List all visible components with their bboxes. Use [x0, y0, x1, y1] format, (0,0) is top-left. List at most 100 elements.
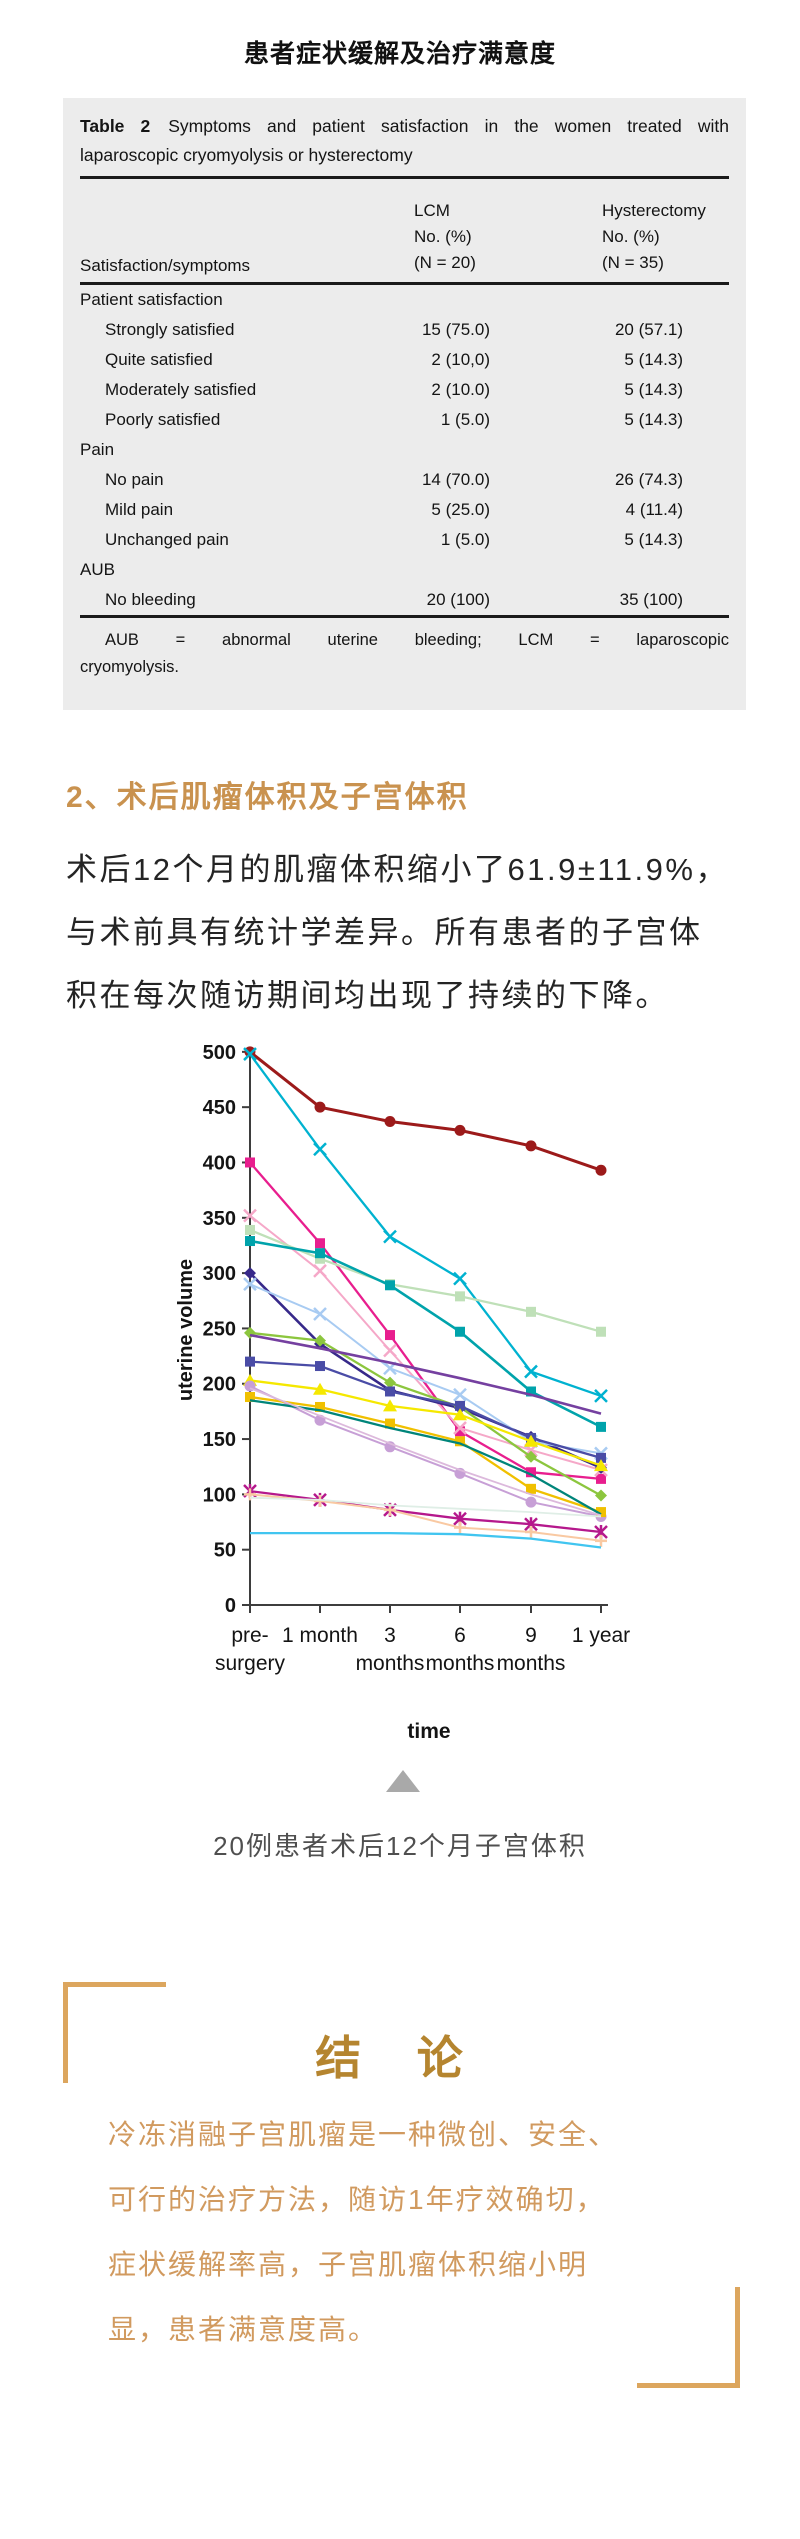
- data-point: [596, 1421, 606, 1432]
- row-hysterectomy-value: 35 (100): [619, 590, 683, 609]
- data-point: [243, 1277, 257, 1292]
- data-point: [383, 1229, 397, 1244]
- data-point: [313, 1264, 327, 1278]
- footnote-line1: AUB = abnormal uterine bleeding; LCM = l…: [105, 631, 729, 649]
- series-line-patient-9: [249, 1331, 602, 1497]
- y-tick-label: 450: [203, 1097, 236, 1119]
- y-tick-label: 0: [225, 1595, 236, 1617]
- uterine-volume-chart: 0 50 100 150 200 250 300 350 400 450 500 pre-surger…: [0, 1030, 800, 1880]
- hyst-header-line3: (N = 35): [602, 253, 664, 272]
- conclusion-bracket-bottomright: [637, 2383, 740, 2388]
- table-row: No pain 14 (70.0) 26 (74.3): [80, 465, 729, 495]
- data-point: [315, 1253, 325, 1264]
- table-header-rowlabel: Satisfaction/symptoms: [80, 256, 251, 275]
- table-body: Patient satisfaction Strongly satisfied 15…: [80, 285, 729, 615]
- data-point: [595, 1489, 607, 1502]
- table-footnote: AUB = abnormal uterine bleeding; LCM = l…: [80, 627, 729, 681]
- data-point: [315, 1248, 325, 1259]
- data-point: [245, 1236, 255, 1247]
- data-point: [313, 1382, 327, 1395]
- data-point: [384, 1376, 396, 1389]
- table-row: Quite satisfied 2 (10,0) 5 (14.3): [80, 345, 729, 375]
- x-tick-label: 1 month: [282, 1624, 358, 1647]
- data-point: [526, 1467, 536, 1478]
- data-point: [245, 1157, 255, 1168]
- data-point: [455, 1426, 465, 1437]
- series-line-patient-14: [249, 1395, 602, 1514]
- data-point: [453, 1408, 467, 1421]
- table-row: No bleeding 20 (100) 35 (100): [80, 585, 729, 615]
- x-axis-title: time: [407, 1720, 450, 1743]
- data-point: [526, 1386, 536, 1397]
- row-hysterectomy-value: [490, 555, 683, 585]
- row-hysterectomy-value: 20 (57.1): [614, 320, 683, 339]
- data-point: [526, 1483, 536, 1494]
- lcm-header-line3: (N = 20): [414, 253, 476, 272]
- table-row: Pain: [80, 435, 729, 465]
- data-point: [596, 1473, 606, 1484]
- data-point: [453, 1271, 467, 1286]
- hyst-header-line1: Hysterectomy: [602, 201, 706, 220]
- data-point: [314, 1334, 326, 1347]
- figure-caption: 20例患者术后12个月子宫体积: [213, 1831, 587, 1861]
- y-tick-label: 250: [203, 1318, 236, 1340]
- data-point: [385, 1280, 395, 1291]
- y-tick-label: 400: [203, 1152, 236, 1174]
- data-point: [244, 1046, 256, 1058]
- table-row: Moderately satisfied 2 (10.0) 5 (14.3): [80, 375, 729, 405]
- lcm-header-line2: No. (%): [414, 227, 472, 246]
- data-point: [454, 1124, 466, 1136]
- x-tick-label: pre-: [231, 1624, 268, 1647]
- row-hysterectomy-value: 5 (14.3): [624, 380, 683, 399]
- data-point: [245, 1392, 255, 1403]
- table-top-rule: [80, 176, 729, 179]
- y-tick-label: 100: [203, 1484, 236, 1506]
- data-point: [384, 1116, 396, 1128]
- footnote-line2: cryomyolysis.: [80, 658, 180, 676]
- data-point: [524, 1434, 538, 1447]
- x-tick-label: months: [356, 1652, 425, 1675]
- y-tick-label: 200: [203, 1374, 236, 1396]
- x-tick-label: 1 year: [572, 1624, 630, 1647]
- series-line-patient-15: [249, 1399, 602, 1516]
- data-point: [453, 1421, 467, 1435]
- data-point: [315, 1238, 325, 1249]
- row-hysterectomy-value: 4 (11.4): [625, 500, 683, 519]
- conclusion-bracket-bottomright-vertical: [735, 2287, 740, 2388]
- series-line-patient-13: [249, 1385, 602, 1518]
- row-lcm-value: 1 (5.0): [440, 410, 490, 429]
- table-bottom-rule: [80, 615, 729, 618]
- table-row: Patient satisfaction: [80, 285, 729, 315]
- table-header-lcm: LCM No. (%) (N = 20): [414, 179, 602, 282]
- data-point: [455, 1326, 465, 1337]
- y-tick-label: 50: [214, 1540, 236, 1562]
- series-line-patient-20: [250, 1531, 602, 1549]
- x-tick-label: 3: [384, 1624, 396, 1647]
- row-label: Strongly satisfied: [105, 320, 235, 339]
- row-label: Pain: [80, 440, 115, 459]
- page-title: 患者症状缓解及治疗满意度: [243, 40, 556, 68]
- row-hysterectomy-value: 5 (14.3): [624, 350, 683, 369]
- conclusion-bracket-topleft-vertical: [63, 1982, 68, 2083]
- row-label: Poorly satisfied: [105, 410, 221, 429]
- data-point: [245, 1224, 255, 1235]
- data-point: [594, 1459, 608, 1472]
- series-line-patient-4: [249, 1214, 602, 1471]
- conclusion-line2: 可行的治疗方法，随访1年疗效确切，: [108, 2184, 606, 2215]
- y-tick-label: 500: [203, 1042, 236, 1064]
- data-point: [455, 1436, 465, 1447]
- series-line-patient-16: [249, 1387, 602, 1517]
- section-paragraph-line2: 与术前具有统计学差异。所有患者的子宫体: [66, 915, 703, 950]
- row-lcm-value: [330, 555, 490, 585]
- section-heading: 2、术后肌瘤体积及子宫体积: [66, 781, 469, 814]
- conclusion-line4: 显，患者满意度高。: [108, 2314, 379, 2345]
- y-axis-title: uterine volume: [175, 1259, 197, 1401]
- series-line-patient-11: [249, 1360, 602, 1460]
- data-point: [526, 1306, 536, 1317]
- data-point: [385, 1418, 395, 1429]
- row-hysterectomy-value: 5 (14.3): [624, 410, 683, 429]
- row-label: Moderately satisfied: [105, 380, 257, 399]
- figure-pointer-triangle-icon: [386, 1770, 420, 1792]
- row-lcm-value: 1 (5.0): [440, 530, 490, 549]
